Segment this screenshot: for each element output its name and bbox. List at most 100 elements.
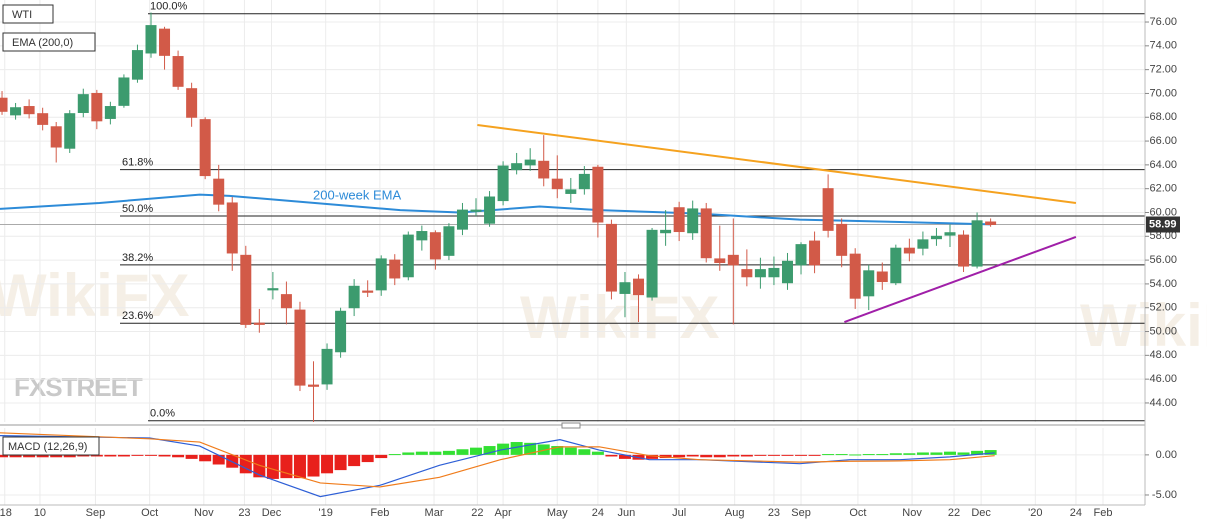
candle-body: [985, 221, 997, 226]
candle-body: [538, 160, 550, 179]
legend-box[interactable]: [2, 32, 96, 52]
y-tick-label: 74.00: [1149, 40, 1177, 52]
macd-histogram-bar: [713, 454, 726, 458]
candle-body: [335, 310, 347, 353]
legend-label: EMA (200,0): [12, 37, 73, 49]
price-label: 58.99: [1149, 218, 1177, 230]
fib-label: 50.0%: [122, 203, 153, 215]
fib-label: 38.2%: [122, 252, 153, 264]
candle-body: [253, 322, 265, 325]
candle-body: [199, 119, 211, 177]
candle-body: [822, 188, 834, 231]
x-tick-label: 23: [768, 507, 780, 519]
macd-histogram-bar: [375, 454, 388, 459]
macd-histogram-bar: [456, 449, 469, 455]
macd-histogram-bar: [862, 454, 875, 456]
legend-box[interactable]: [2, 4, 54, 24]
candle-body: [456, 209, 468, 230]
macd-histogram-bar: [144, 454, 157, 456]
watermark: WikiFX: [520, 284, 719, 351]
macd-histogram-bar: [131, 454, 144, 456]
macd-histogram-bar: [361, 454, 374, 463]
candle-body: [267, 288, 279, 291]
x-tick-label: '18: [0, 507, 12, 519]
candle-body: [23, 106, 35, 115]
macd-histogram-bar: [727, 454, 740, 457]
macd-histogram-bar: [537, 444, 550, 455]
y-tick-label: 60.00: [1149, 206, 1177, 218]
candle-body: [849, 253, 861, 299]
macd-histogram-bar: [578, 449, 591, 455]
y-tick-label: 72.00: [1149, 64, 1177, 76]
x-tick-label: Feb: [370, 507, 389, 519]
candle-body: [781, 260, 793, 284]
resize-handle[interactable]: [561, 422, 581, 429]
macd-histogram-bar: [307, 454, 320, 477]
x-tick-label: Nov: [194, 507, 214, 519]
y-tick-label: 64.00: [1149, 159, 1177, 171]
watermark: WikiFX: [1080, 292, 1207, 359]
annotation: 200-week EMA: [313, 187, 401, 202]
macd-histogram-bar: [781, 454, 794, 456]
macd-histogram-bar: [117, 454, 130, 457]
macd-histogram-bar: [402, 452, 415, 455]
candle-body: [795, 244, 807, 266]
x-tick-label: Jun: [617, 507, 635, 519]
candle-body: [159, 28, 171, 56]
macd-histogram-bar: [334, 454, 347, 471]
y-tick-label: 50.00: [1149, 325, 1177, 337]
x-tick-label: Mar: [425, 507, 444, 519]
macd-histogram-bar: [808, 454, 821, 456]
x-tick-label: 10: [34, 507, 46, 519]
y-tick-label: -5.00: [1152, 489, 1177, 501]
legend-box[interactable]: [2, 436, 100, 456]
x-tick-label: May: [547, 507, 568, 519]
x-tick-label: Jul: [672, 507, 686, 519]
x-tick-label: Nov: [902, 507, 922, 519]
candle-body: [605, 223, 617, 292]
candle-body: [402, 234, 414, 278]
candle-body: [917, 239, 929, 249]
background-layer: FXSTREET WikiFX WikiFX WikiFX: [0, 0, 1207, 505]
macd-histogram-bar: [646, 454, 659, 459]
candle-body: [633, 278, 645, 296]
macd-histogram-bar: [415, 451, 428, 455]
x-tick-label: Feb: [1094, 507, 1113, 519]
candle-body: [308, 384, 320, 387]
candle-body: [578, 173, 590, 190]
macd-histogram-bar: [754, 454, 767, 456]
y-tick-label: 44.00: [1149, 397, 1177, 409]
x-tick-label: 23: [238, 507, 250, 519]
candle-body: [660, 229, 672, 234]
macd-histogram-bar: [822, 454, 835, 456]
x-tick-label: Dec: [971, 507, 991, 519]
macd-histogram-bar: [700, 454, 713, 458]
candle-body: [524, 159, 536, 166]
watermark: WikiFX: [0, 262, 189, 329]
y-tick-label: 56.00: [1149, 254, 1177, 266]
fib-label: 61.8%: [122, 157, 153, 169]
macd-histogram-bar: [185, 454, 198, 459]
x-tick-label: Aug: [725, 507, 745, 519]
candle-body: [646, 229, 658, 298]
x-tick-label: '20: [1028, 507, 1042, 519]
trend-line: [477, 124, 1077, 204]
x-tick-label: Oct: [141, 507, 158, 519]
candle-body: [809, 240, 821, 266]
candle-body: [484, 196, 496, 224]
macd-histogram-bar: [943, 451, 956, 455]
candle-body: [714, 258, 726, 263]
legend-label: MACD (12,26,9): [8, 441, 87, 453]
macd-histogram-bar: [551, 446, 564, 455]
candle-body: [551, 178, 563, 190]
macd-histogram-bar: [618, 454, 631, 459]
macd-histogram-bar: [686, 454, 699, 457]
x-tick-label: Sep: [86, 507, 106, 519]
candle-body: [903, 247, 915, 254]
candle-body: [619, 282, 631, 294]
candle-body: [50, 126, 62, 148]
fib-label: 0.0%: [150, 408, 175, 420]
macd-histogram-bar: [77, 454, 90, 457]
candle-body: [118, 77, 130, 106]
